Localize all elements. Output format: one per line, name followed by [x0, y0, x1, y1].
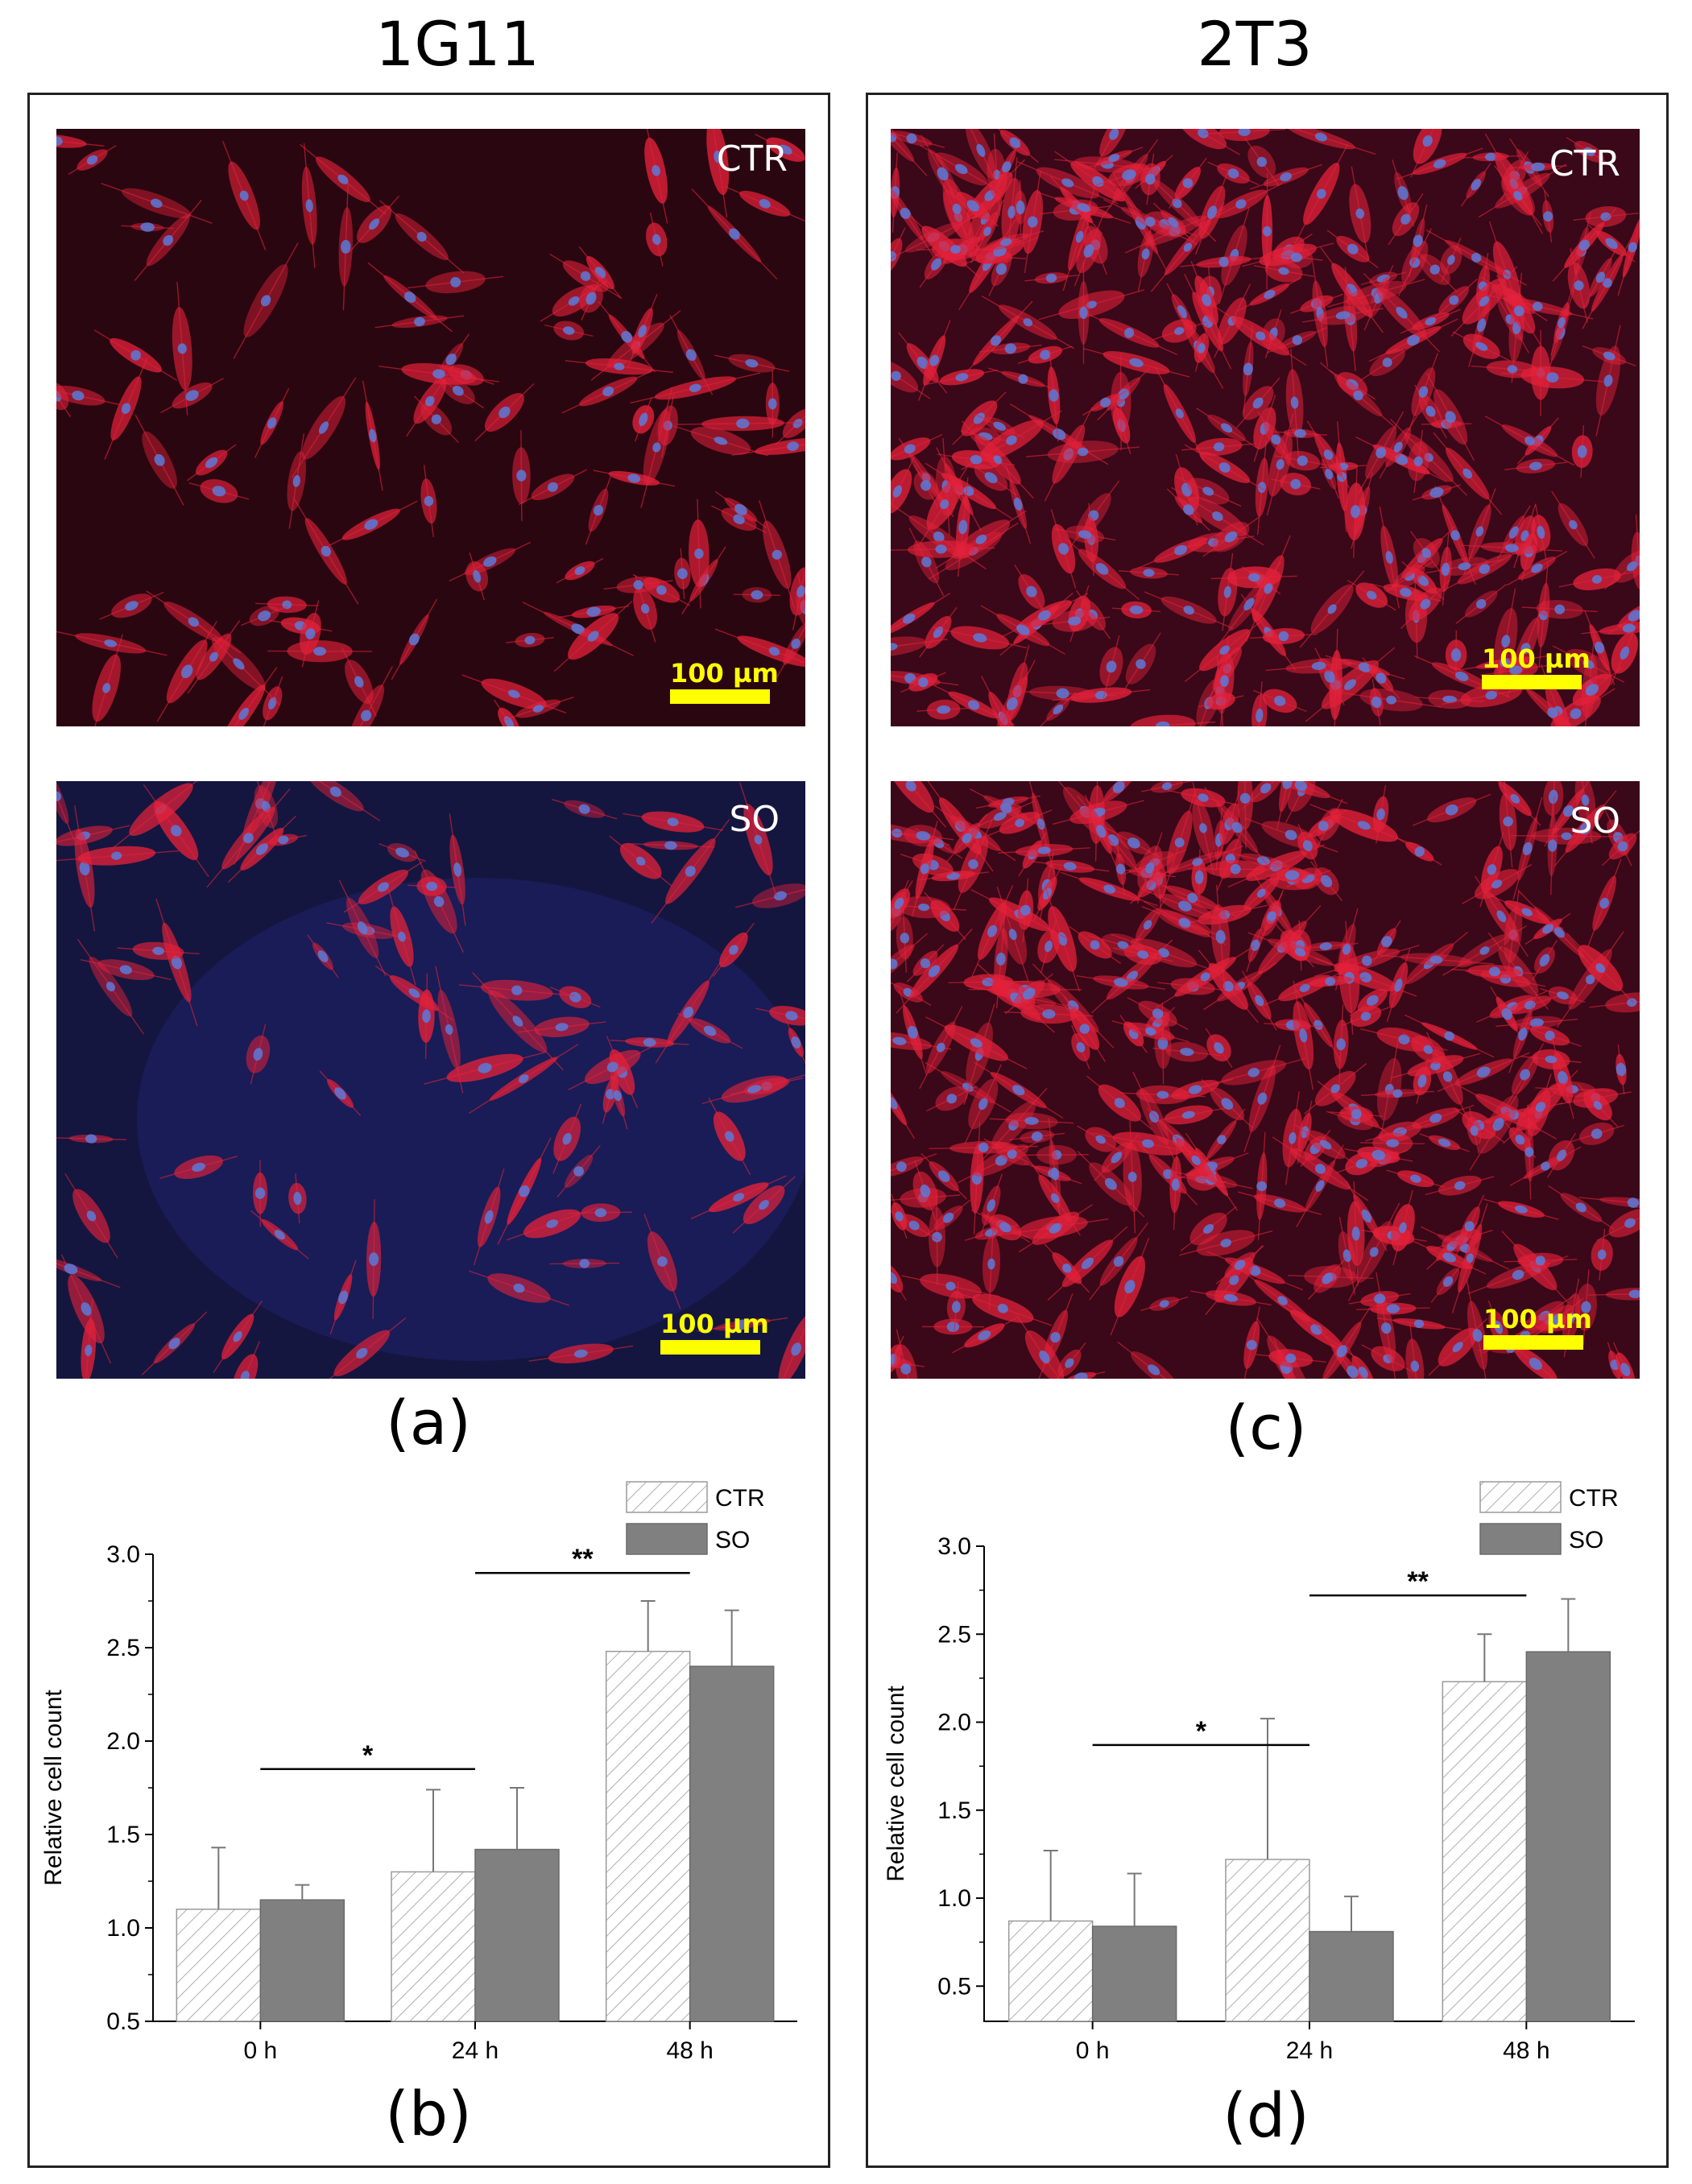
y-tick-label: 2.5	[106, 1635, 140, 1661]
legend-label-ctr: CTR	[715, 1485, 765, 1512]
significance-label: *	[1196, 1716, 1207, 1747]
scale-bar-line	[660, 1340, 760, 1355]
y-tick-label: 2.0	[937, 1710, 971, 1736]
y-tick-label: 2.0	[106, 1728, 140, 1755]
bar-ctr-48h	[605, 1650, 691, 2022]
scale-bar-label: 100 µm	[670, 658, 779, 689]
x-tick-label: 48 h	[666, 2037, 713, 2064]
scale-bar-line	[1483, 1335, 1583, 1350]
x-tick-label: 48 h	[1503, 2037, 1549, 2064]
legend-label-so: SO	[715, 1527, 750, 1553]
scale-bar-label: 100 µm	[660, 1309, 769, 1339]
y-tick-label: 0.5	[937, 1973, 971, 2000]
bar-so-48h	[1525, 1651, 1611, 2022]
scale-bar: 100 µm	[670, 658, 779, 704]
error-bar	[1043, 1850, 1058, 1921]
x-tick-label: 0 h	[1076, 2037, 1110, 2064]
micrograph-2t3-so: SO 100 µm	[891, 781, 1640, 1379]
column-title-right: 2T3	[1197, 8, 1313, 80]
subfigure-label-d: (d)	[1222, 2079, 1309, 2151]
bar-ctr-24h	[1225, 1859, 1310, 2022]
bar-ctr-0h	[176, 1909, 262, 2022]
x-tick-label: 24 h	[452, 2037, 498, 2064]
left-panel-frame	[27, 93, 830, 2168]
subfigure-label-c: (c)	[1225, 1392, 1307, 1463]
legend-swatch-ctr	[1479, 1481, 1562, 1513]
cell-texture	[56, 129, 805, 726]
error-bar	[211, 1847, 226, 1909]
scale-bar-label: 100 µm	[1483, 1304, 1592, 1334]
scale-bar-line	[1482, 675, 1582, 689]
y-tick-label: 0.5	[106, 2008, 140, 2035]
bar-chart-1g11: 0.5 1.0 1.5 2.0 2.5 3.0 Relative cell count 0 h…	[32, 1474, 821, 2070]
bar-so-24h	[474, 1848, 560, 2022]
error-bar	[640, 1600, 656, 1652]
column-title-left: 1G11	[375, 8, 540, 80]
scale-bar: 100 µm	[1482, 643, 1591, 689]
significance-label: *	[362, 1740, 374, 1771]
image-tag: CTR	[716, 139, 788, 180]
scale-bar-label: 100 µm	[1482, 643, 1591, 674]
image-tag: CTR	[1549, 143, 1620, 184]
scale-bar-line	[670, 689, 770, 704]
micrograph-1g11-ctr: CTR 100 µm	[56, 129, 805, 726]
error-bar	[1127, 1872, 1142, 1926]
legend-label-ctr: CTR	[1569, 1485, 1619, 1512]
legend-label-so: SO	[1569, 1527, 1603, 1553]
significance-label: **	[572, 1544, 594, 1574]
error-bar	[510, 1787, 524, 1850]
scale-bar: 100 µm	[1483, 1304, 1592, 1350]
y-tick-label: 1.0	[106, 1915, 140, 1942]
error-bar	[1477, 1633, 1492, 1682]
y-tick-label: 1.0	[937, 1885, 971, 1912]
x-tick-label: 0 h	[243, 2037, 277, 2064]
cell-texture	[891, 781, 1640, 1379]
scale-bar: 100 µm	[660, 1309, 769, 1355]
error-bar	[1260, 1718, 1275, 1859]
micrograph-1g11-so: SO 100 µm	[56, 781, 805, 1379]
subfigure-label-b: (b)	[385, 2078, 472, 2149]
y-axis-label: Relative cell count	[883, 1686, 909, 1882]
bar-so-0h	[1091, 1925, 1177, 2022]
x-tick-label: 24 h	[1286, 2037, 1333, 2064]
subfigure-label-a: (a)	[386, 1387, 471, 1458]
y-tick-label: 1.5	[106, 1822, 140, 1848]
chart-axes	[983, 1546, 1635, 2022]
micrograph-2t3-ctr: CTR 100 µm	[891, 129, 1640, 726]
bar-chart-2t3: 0.5 1.0 1.5 2.0 2.5 3.0 Relative cell count 0 h…	[870, 1474, 1659, 2070]
bar-ctr-0h	[1007, 1920, 1094, 2022]
image-tag: SO	[729, 799, 780, 840]
right-panel-frame	[866, 93, 1669, 2168]
bar-ctr-24h	[391, 1871, 476, 2022]
image-tag: SO	[1570, 800, 1620, 842]
cell-texture	[56, 781, 805, 1379]
legend-swatch-so	[1479, 1523, 1562, 1555]
legend-swatch-so	[626, 1523, 708, 1555]
error-bar	[295, 1884, 310, 1901]
bar-so-0h	[259, 1899, 345, 2022]
y-tick-label: 1.5	[937, 1797, 971, 1824]
bar-so-24h	[1309, 1930, 1394, 2022]
error-bar	[1344, 1895, 1359, 1932]
y-axis-label: Relative cell count	[40, 1690, 67, 1886]
legend-swatch-ctr	[626, 1481, 708, 1513]
error-bar	[1561, 1598, 1576, 1652]
bar-so-48h	[689, 1665, 775, 2022]
y-tick-label: 2.5	[937, 1621, 971, 1648]
error-bar	[426, 1789, 441, 1872]
significance-label: **	[1407, 1566, 1429, 1597]
y-tick-label: 3.0	[937, 1533, 971, 1560]
y-tick-label: 3.0	[106, 1541, 140, 1568]
bar-ctr-48h	[1442, 1681, 1528, 2022]
cell-texture	[891, 129, 1640, 726]
error-bar	[724, 1609, 739, 1667]
